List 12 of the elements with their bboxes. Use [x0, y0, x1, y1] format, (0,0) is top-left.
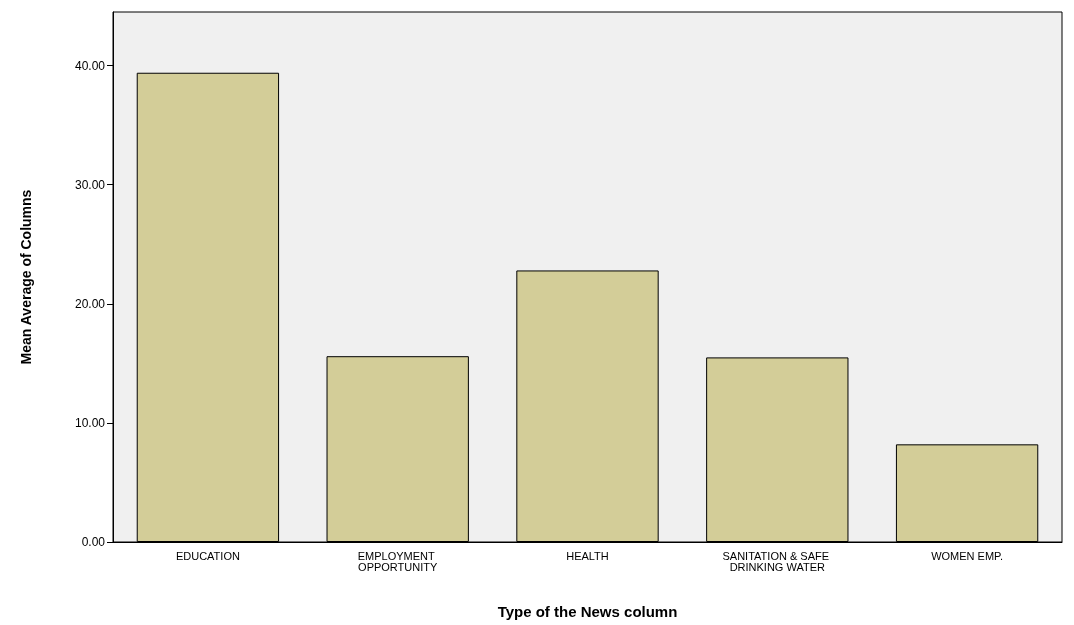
x-tick-label: WOMEN EMP. [931, 549, 1004, 562]
x-tick-label: EMPLOYMENT OPPORTUNITY [357, 549, 438, 573]
y-axis-title: Mean Average of Columns [18, 189, 34, 365]
y-tick-label: 10.00 [74, 415, 106, 430]
y-tick-label: 40.00 [74, 58, 106, 73]
x-axis-title: Type of the News column [497, 603, 678, 620]
y-tick-label: 30.00 [74, 177, 106, 192]
x-tick-label: SANITATION & SAFE DRINKING WATER [722, 549, 833, 573]
x-tick-label: HEALTH [566, 549, 609, 562]
y-tick-label: 20.00 [74, 296, 106, 311]
y-tick-label: 0.00 [81, 535, 106, 549]
x-tick-label: EDUCATION [175, 549, 240, 562]
